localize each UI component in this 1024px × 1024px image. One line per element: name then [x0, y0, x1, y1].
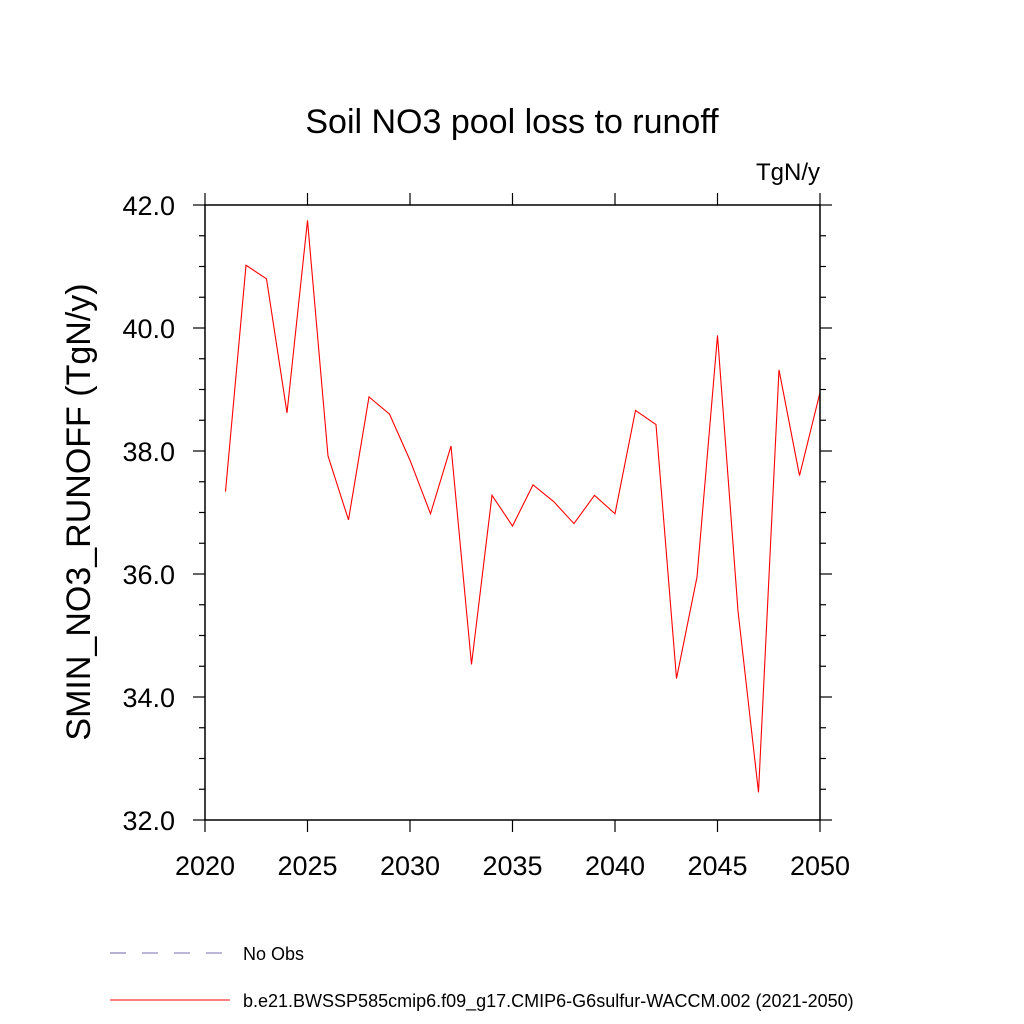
series-line — [224, 220, 821, 793]
x-tick-label: 2040 — [585, 851, 645, 881]
x-tick-label: 2035 — [482, 851, 542, 881]
y-axis-label: SMIN_NO3_RUNOFF (TgN/y) — [60, 283, 98, 740]
legend-label: b.e21.BWSSP585cmip6.f09_g17.CMIP6-G6sulf… — [243, 991, 854, 1012]
y-tick-label: 42.0 — [122, 191, 175, 221]
x-tick-label: 2020 — [175, 851, 235, 881]
x-tick-label: 2045 — [687, 851, 747, 881]
x-tick-label: 2025 — [277, 851, 337, 881]
y-tick-label: 32.0 — [122, 806, 175, 836]
x-tick-label: 2030 — [380, 851, 440, 881]
y-tick-label: 40.0 — [122, 314, 175, 344]
legend-label: No Obs — [243, 944, 304, 964]
y-tick-label: 34.0 — [122, 683, 175, 713]
legend: No Obs b.e21.BWSSP585cmip6.f09_g17.CMIP6-… — [110, 944, 854, 1012]
axis-ticks: 2020 2025 2030 2035 2040 2045 2050 32.0 34.0 36.0… — [122, 191, 850, 881]
plot-frame — [204, 204, 821, 821]
chart-title: Soil NO3 pool loss to runoff — [305, 103, 719, 141]
units-label: TgN/y — [756, 159, 820, 186]
x-tick-label: 2050 — [790, 851, 850, 881]
y-tick-label: 38.0 — [122, 437, 175, 467]
series-lines — [224, 220, 821, 793]
y-tick-label: 36.0 — [122, 560, 175, 590]
